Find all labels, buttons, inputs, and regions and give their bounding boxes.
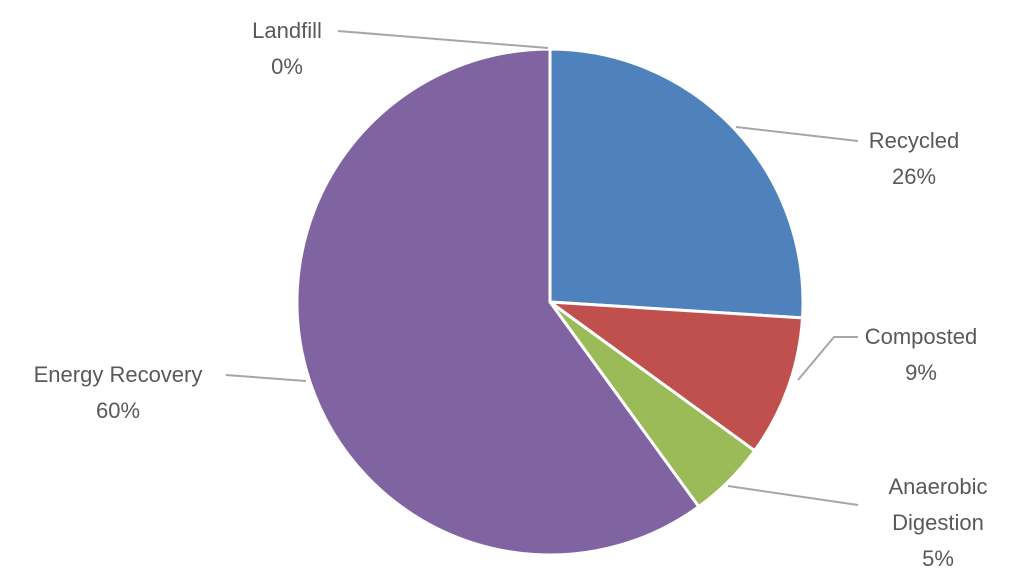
leader-line-energy-recovery — [225, 374, 307, 382]
data-label-anaerobic-digestion: Anaerobic Digestion 5% — [888, 474, 987, 571]
data-label-energy-recovery: Energy Recovery 60% — [34, 362, 203, 423]
slice-composted — [544, 300, 805, 453]
data-label-recycled: Recycled 26% — [869, 128, 959, 189]
data-labels: Recycled 26% Composted 9% Anaerobic Digestion… — [34, 18, 988, 571]
data-label-landfill: Landfill 0% — [252, 18, 322, 79]
leader-line-recycled — [735, 126, 859, 142]
slice-energy-recovery — [295, 47, 701, 557]
leader-line-composted — [797, 336, 858, 381]
leader-line-anaerobic-digestion — [727, 485, 859, 506]
pie-slices — [295, 47, 805, 557]
leader-lines — [225, 30, 859, 506]
slice-recycled — [548, 47, 805, 320]
leader-line-landfill — [337, 30, 549, 49]
data-label-composted: Composted 9% — [865, 324, 978, 385]
